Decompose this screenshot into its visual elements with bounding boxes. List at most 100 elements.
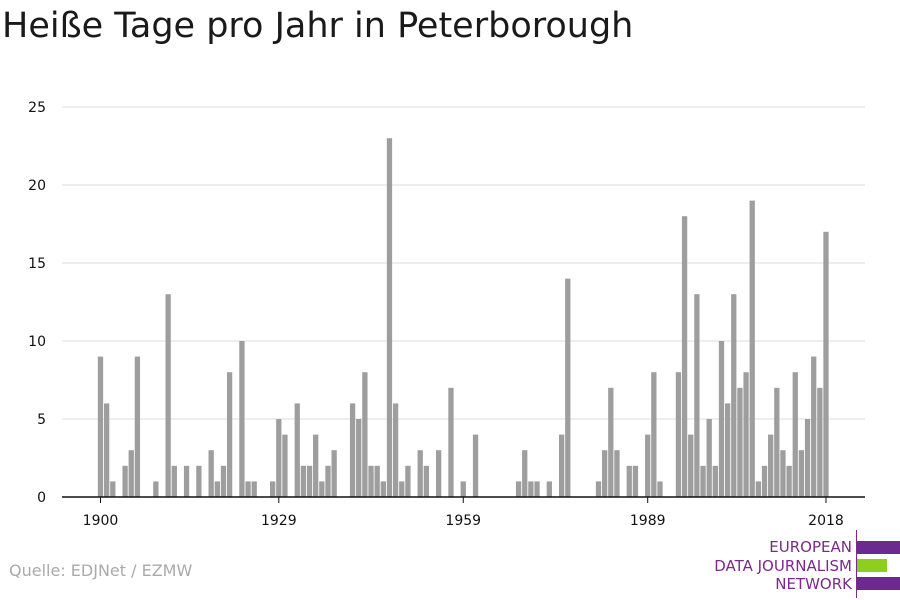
bar [472,434,479,497]
source-note: Quelle: EDJNet / EZMW [9,561,193,580]
bar [811,356,817,497]
edjnet-logo[interactable]: EUROPEAN DATA JOURNALISM NETWORK [704,530,900,598]
bar [448,387,454,497]
y-tick-label: 25 [28,100,46,116]
bar [792,372,798,497]
bar [300,465,307,497]
bar [786,465,792,497]
bar [595,481,602,497]
x-tick-label: 1900 [83,513,119,529]
x-tick-label: 2018 [808,513,844,529]
bar [626,465,632,497]
bar [718,341,725,497]
bar [110,481,116,497]
bar [712,465,718,497]
y-tick-label: 20 [28,178,46,194]
bar [153,481,159,497]
bar [356,419,362,497]
bar [214,481,220,497]
bar [374,465,380,497]
bar [706,419,712,497]
bar [319,481,325,497]
bar [565,278,571,497]
logo-line-data-journalism: DATA JOURNALISM [714,556,852,575]
logo-green-bar [857,559,887,572]
bar [546,481,552,497]
y-axis-tick-labels: 0 5 10 15 20 25 [28,100,46,506]
bar [405,465,411,497]
bar [134,356,141,497]
bar [528,481,534,497]
y-tick-label: 5 [37,412,46,428]
bar [362,372,368,497]
bar [380,481,386,497]
bar [780,450,786,497]
bar [608,387,614,497]
bar [399,481,405,497]
bar [331,450,337,497]
y-tick-label: 15 [28,256,46,272]
bar [761,465,768,497]
bar-chart: 0 5 10 15 20 25 1900 1929 1959 1989 2018 [28,100,865,529]
bar [349,403,356,497]
x-tick-label: 1959 [445,513,481,529]
bar [724,403,731,497]
bar [220,465,227,497]
logo-line-european: EUROPEAN [769,538,852,556]
bar [460,481,466,497]
bar [737,387,743,497]
bar [270,481,276,497]
bar [675,372,682,497]
logo-divider [856,530,857,598]
bar [515,481,522,497]
bar [239,341,245,497]
logo-purple-bar-top [857,541,900,554]
bar [645,434,651,497]
bar [632,465,639,497]
bar [325,465,331,497]
bar [282,434,288,497]
bar [657,481,663,497]
bar [700,465,706,497]
bar [817,387,823,497]
bar [368,465,374,497]
bar [183,465,190,497]
bar [417,450,423,497]
bar [768,434,774,497]
bar [97,356,104,497]
chart-title: Heiße Tage pro Jahr in Peterborough [2,6,634,46]
bar [245,481,251,497]
bar [558,434,565,497]
bar [694,294,700,497]
y-tick-label: 10 [28,334,46,350]
bar [681,216,688,497]
logo-purple-bar-bottom [857,577,900,590]
bar [104,403,110,497]
bar [731,294,737,497]
bar [743,372,749,497]
bar [313,434,319,497]
bar [436,450,442,497]
bar [804,419,811,497]
bar [122,465,128,497]
x-axis-ticks: 1900 1929 1959 1989 2018 [83,497,844,529]
bar [226,372,233,497]
bar [688,434,694,497]
logo-text: EUROPEAN DATA JOURNALISM NETWORK [714,538,852,594]
bar [651,372,657,497]
bar [294,403,300,497]
bar [522,450,528,497]
bar [823,231,829,498]
bar [251,481,257,497]
x-tick-label: 1929 [261,513,297,529]
bar [392,403,399,497]
bar [534,481,540,497]
bar [423,465,430,497]
bar [276,419,282,497]
bar [386,138,393,497]
bar [749,200,755,497]
bar [774,387,780,497]
bar [171,465,177,497]
bar [602,450,608,497]
bar [196,465,202,497]
